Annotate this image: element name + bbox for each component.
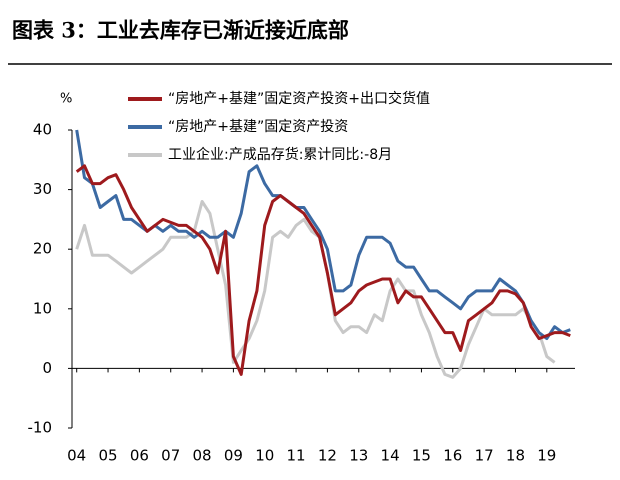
x-tick-label: 18 <box>506 447 525 465</box>
legend-label: “房地产+基建”固定资产投资+出口交货值 <box>168 90 430 107</box>
x-tick-label: 04 <box>67 447 86 465</box>
legend-label: “房地产+基建”固定资产投资 <box>168 118 348 135</box>
y-tick-label: 0 <box>42 359 52 377</box>
x-tick-label: 10 <box>255 447 274 465</box>
series-line <box>75 164 571 376</box>
y-tick-label: 20 <box>33 240 52 258</box>
x-tick-label: 11 <box>287 447 306 465</box>
x-tick-label: 14 <box>381 447 400 465</box>
x-tick-label: 19 <box>537 447 556 465</box>
y-tick-label: 30 <box>33 180 52 198</box>
x-tick-label: 15 <box>412 447 431 465</box>
series-line <box>75 129 571 341</box>
y-tick-label: 10 <box>33 299 52 317</box>
x-tick-label: 05 <box>98 447 117 465</box>
x-tick-label: 13 <box>349 447 368 465</box>
x-tick-label: 06 <box>130 447 149 465</box>
x-tick-label: 12 <box>318 447 337 465</box>
x-tick-label: 17 <box>475 447 494 465</box>
legend-label: 工业企业:产成品存货:累计同比:-8月 <box>168 146 392 163</box>
chart-title: 图表 3：工业去库存已渐近接近底部 <box>12 18 349 43</box>
x-tick-label: 09 <box>224 447 243 465</box>
x-tick-label: 16 <box>443 447 462 465</box>
series-line <box>75 200 556 379</box>
x-tick-label: 07 <box>161 447 180 465</box>
x-tick-label: 08 <box>193 447 212 465</box>
y-tick-label: -10 <box>28 419 53 437</box>
y-tick-label: 40 <box>33 121 52 139</box>
y-unit: % <box>60 92 72 107</box>
